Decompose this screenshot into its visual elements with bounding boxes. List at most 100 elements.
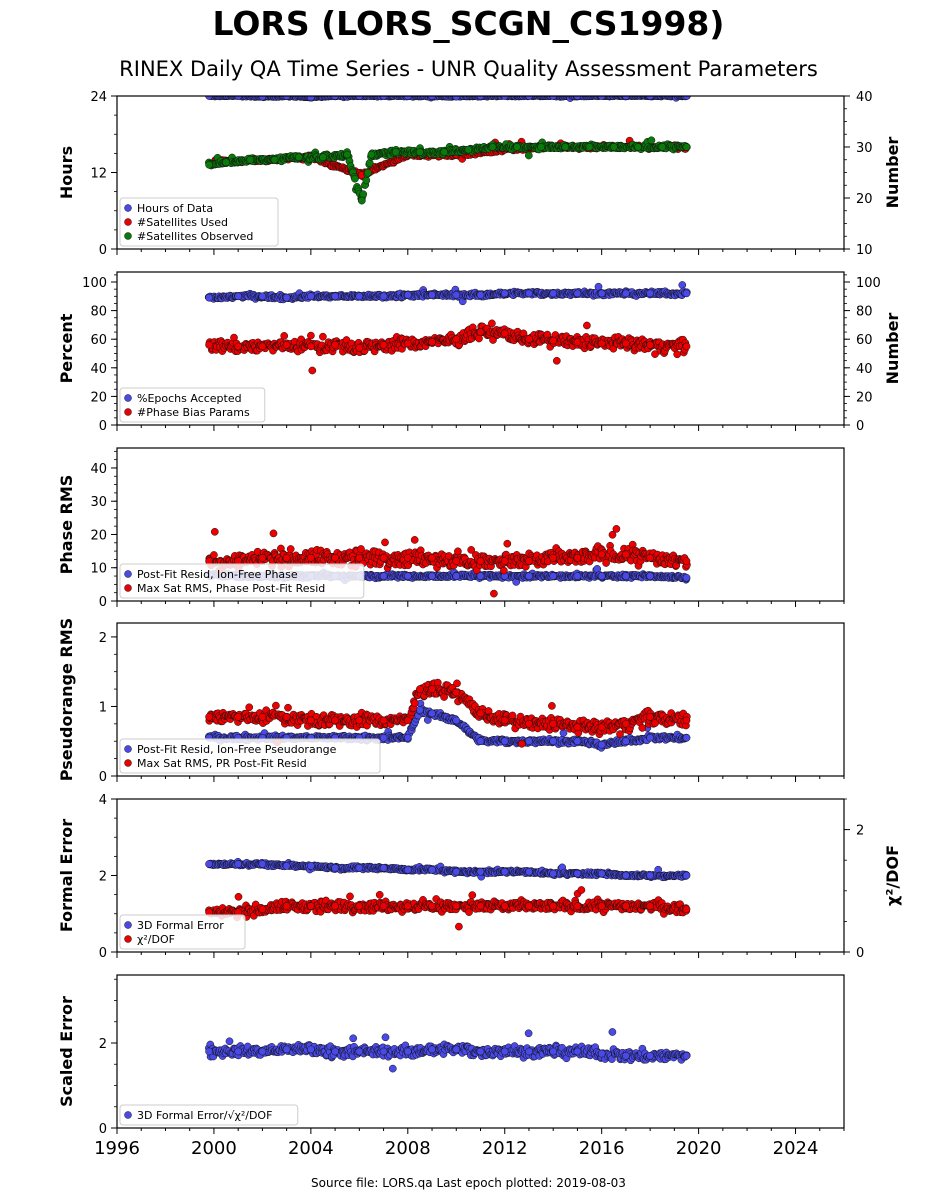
data-point: [549, 737, 558, 746]
y-tick-label: 12: [90, 167, 107, 182]
data-point: [525, 572, 533, 580]
y-right-tick-label: 100: [856, 276, 881, 291]
data-point: [270, 155, 279, 164]
data-point: [500, 289, 509, 298]
y-right-axis-label: Number: [883, 313, 902, 385]
data-point: [246, 155, 255, 164]
legend: Hours of Data#Satellites Used#Satellites…: [119, 197, 279, 247]
data-point: [416, 706, 424, 714]
data-point: [602, 559, 610, 567]
y-tick-label: 60: [90, 333, 107, 348]
data-point: [464, 145, 473, 154]
data-point: [381, 538, 389, 547]
data-point: [673, 350, 682, 359]
data-point: [525, 737, 533, 746]
data-point: [467, 546, 476, 554]
data-point: [379, 572, 388, 580]
data-point: [428, 291, 436, 299]
data-point: [646, 572, 654, 580]
y-right-tick-label: 10: [856, 243, 873, 258]
data-point: [403, 339, 412, 348]
legend-label: Hours of Data: [137, 202, 213, 215]
data-point: [416, 148, 424, 156]
legend-label: Max Sat RMS, Phase Post-Fit Resid: [137, 582, 325, 595]
data-point: [500, 329, 509, 338]
data-point: [537, 143, 545, 151]
legend-label: #Satellites Used: [137, 216, 228, 229]
data-point: [609, 143, 618, 151]
data-point: [597, 740, 606, 749]
data-point: [282, 293, 291, 302]
data-point: [331, 341, 339, 349]
x-axis: [116, 425, 845, 431]
data-point: [585, 143, 594, 151]
data-point: [379, 292, 388, 301]
series-2: [205, 136, 691, 205]
data-point: [205, 341, 213, 349]
data-point: [475, 334, 483, 343]
figure-title: LORS (LORS_SCGN_CS1998): [212, 4, 725, 43]
data-point: [452, 572, 461, 580]
y-right-axis-label: Number: [883, 137, 902, 209]
data-point: [205, 293, 213, 302]
data-point: [379, 733, 388, 742]
y-tick-label: 100: [82, 276, 107, 291]
y-right-tick-label: 30: [856, 141, 873, 156]
y-right-tick-label: 0: [856, 419, 864, 434]
data-point: [286, 545, 295, 553]
y-tick-label: 24: [90, 90, 107, 105]
legend: %Epochs Accepted#Phase Bias Params: [119, 387, 266, 423]
data-point: [549, 553, 558, 562]
data-point: [403, 553, 412, 562]
x-axis: [116, 601, 845, 607]
data-point: [622, 339, 630, 348]
data-point: [403, 572, 412, 580]
data-point: [307, 342, 315, 351]
data-point: [294, 153, 303, 162]
data-point: [258, 553, 267, 562]
data-point: [355, 553, 364, 562]
data-point: [428, 709, 436, 718]
data-point: [357, 196, 366, 205]
legend-box: [119, 563, 365, 599]
x-axis: [116, 249, 845, 255]
data-point: [513, 143, 521, 151]
data-point: [682, 733, 691, 742]
data-point: [500, 566, 508, 575]
data-point: [343, 150, 352, 159]
data-point: [410, 536, 419, 544]
data-point: [476, 737, 485, 746]
y-right-tick-label: 40: [856, 90, 873, 105]
data-point: [428, 572, 436, 580]
data-point: [573, 737, 582, 746]
data-point: [245, 703, 254, 712]
y-right-tick-label: 20: [856, 192, 873, 207]
data-point: [622, 550, 630, 559]
data-point: [476, 328, 485, 336]
data-point: [282, 553, 291, 562]
data-point: [364, 168, 372, 177]
data-point: [622, 289, 630, 298]
data-point: [678, 281, 687, 289]
data-point: [258, 292, 267, 301]
data-point: [612, 525, 621, 533]
data-point: [548, 702, 556, 710]
data-point: [561, 143, 570, 151]
data-point: [205, 160, 213, 169]
data-point: [331, 292, 339, 301]
data-point: [234, 342, 243, 351]
scatter-points: [204, 281, 691, 375]
data-point: [488, 143, 497, 151]
percent-panel: 020406080100Percent020406080100Number%Ep…: [57, 271, 902, 434]
legend-marker: [124, 204, 132, 212]
data-point: [234, 292, 243, 301]
legend-marker: [124, 570, 132, 578]
data-point: [651, 350, 659, 358]
data-point: [525, 335, 533, 344]
data-point: [525, 289, 533, 298]
